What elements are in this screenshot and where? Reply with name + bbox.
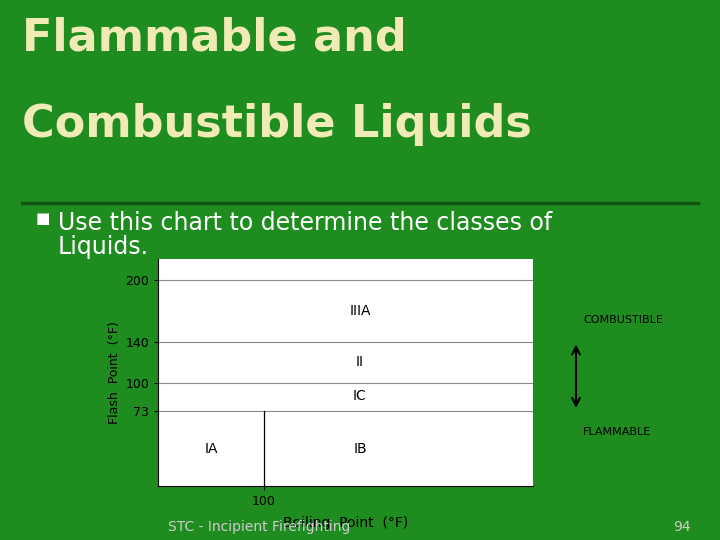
Text: FLAMMABLE: FLAMMABLE <box>583 427 652 437</box>
Text: IA: IA <box>204 442 218 456</box>
Y-axis label: Flash  Point  (°F): Flash Point (°F) <box>108 321 122 424</box>
Text: IIIA: IIIA <box>349 303 371 318</box>
Text: COMBUSTIBLE: COMBUSTIBLE <box>583 315 663 325</box>
Text: Flammable and: Flammable and <box>22 16 406 59</box>
Text: Combustible Liquids: Combustible Liquids <box>22 103 531 146</box>
Text: STC - Incipient Firefighting: STC - Incipient Firefighting <box>168 519 351 534</box>
X-axis label: Boiling  Point  (°F): Boiling Point (°F) <box>283 516 408 530</box>
Text: 94: 94 <box>674 519 691 534</box>
Text: ■: ■ <box>36 211 50 226</box>
Text: IC: IC <box>353 389 367 403</box>
Text: Liquids.: Liquids. <box>58 235 148 259</box>
Text: Use this chart to determine the classes of: Use this chart to determine the classes … <box>58 211 552 234</box>
Text: II: II <box>356 355 364 369</box>
Text: IB: IB <box>354 442 366 456</box>
